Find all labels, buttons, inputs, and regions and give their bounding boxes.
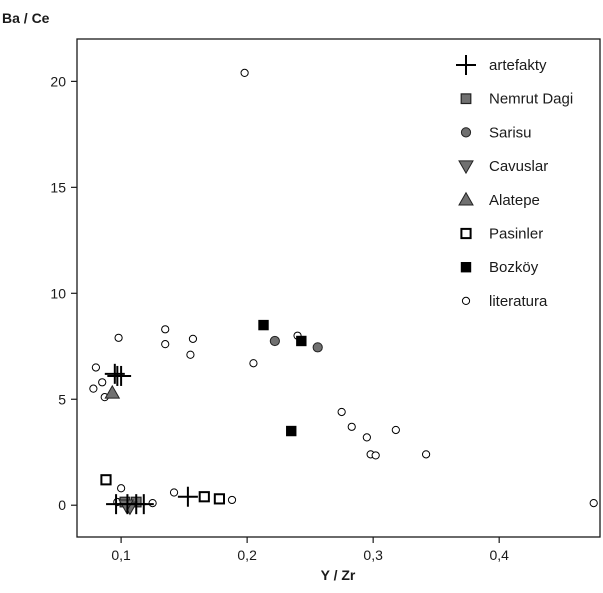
legend-label: Sarisu xyxy=(489,124,532,141)
data-point xyxy=(240,68,249,78)
data-point xyxy=(100,474,112,486)
data-point xyxy=(118,499,135,514)
data-point xyxy=(148,498,157,508)
x-axis-label: Y / Zr xyxy=(321,567,356,583)
legend-item-bozkoy: Bozköy xyxy=(460,259,539,276)
legend-item-artefakty: artefakty xyxy=(456,55,547,75)
series-sarisu xyxy=(269,335,323,353)
series-bozkoy xyxy=(258,319,307,437)
series-literatura xyxy=(89,68,598,508)
y-axis-ticks: 0 5 10 15 20 xyxy=(50,73,77,513)
legend-item-alatepe: Alatepe xyxy=(458,191,540,209)
data-point xyxy=(337,407,346,417)
legend-marker xyxy=(456,55,476,75)
series-artefakty xyxy=(104,363,198,515)
data-point xyxy=(371,451,380,460)
data-point xyxy=(589,498,598,508)
data-point xyxy=(133,494,154,515)
y-tick-label: 5 xyxy=(58,391,66,407)
legend-marker xyxy=(460,127,472,138)
y-tick-label: 0 xyxy=(58,497,66,513)
x-axis-ticks: 0,1 0,2 0,3 0,4 xyxy=(111,537,509,563)
data-point xyxy=(117,484,126,493)
data-point xyxy=(186,350,195,359)
data-point xyxy=(91,363,101,372)
legend-marker xyxy=(460,262,472,273)
legend-item-nemrut-dagi: Nemrut Dagi xyxy=(460,91,573,108)
data-point xyxy=(258,319,269,331)
y-axis-label: Ba / Ce xyxy=(2,10,50,26)
plot-frame xyxy=(76,38,601,538)
data-point xyxy=(161,340,170,349)
legend-label: Nemrut Dagi xyxy=(489,91,573,108)
legend-item-pasinler: Pasinler xyxy=(460,226,543,243)
data-point xyxy=(227,495,237,505)
legend-marker xyxy=(458,160,474,175)
legend-item-literatura: literatura xyxy=(461,293,548,310)
legend-marker xyxy=(458,191,474,206)
x-tick-label: 0,3 xyxy=(363,547,383,563)
data-points xyxy=(89,68,598,516)
data-point xyxy=(188,334,198,343)
y-tick-label: 10 xyxy=(50,285,66,301)
legend-marker xyxy=(460,227,472,240)
data-point xyxy=(89,384,98,393)
legend-marker xyxy=(460,93,472,105)
data-point xyxy=(104,384,121,399)
y-tick-label: 15 xyxy=(50,179,66,195)
x-tick-label: 0,4 xyxy=(489,547,509,563)
y-tick-label: 20 xyxy=(50,73,66,89)
data-point xyxy=(296,335,307,347)
data-point xyxy=(286,425,297,437)
legend: artefakty Nemrut Dagi Sarisu Cavuslar Alatep… xyxy=(456,55,573,310)
data-point xyxy=(391,425,400,435)
data-point xyxy=(421,450,431,459)
data-point xyxy=(169,488,179,497)
legend-item-sarisu: Sarisu xyxy=(460,124,532,141)
legend-item-cavuslar: Cavuslar xyxy=(458,158,548,175)
legend-label: artefakty xyxy=(489,57,547,74)
data-point xyxy=(114,333,123,342)
x-tick-label: 0,2 xyxy=(237,547,257,563)
legend-marker xyxy=(461,296,471,305)
data-point xyxy=(249,359,258,368)
legend-label: Bozköy xyxy=(489,259,539,276)
data-point xyxy=(161,325,170,334)
data-point xyxy=(213,493,226,505)
data-point xyxy=(111,365,132,386)
data-point xyxy=(269,335,280,347)
legend-label: Pasinler xyxy=(489,226,543,243)
legend-label: literatura xyxy=(489,293,548,310)
data-point xyxy=(347,422,356,431)
data-point xyxy=(177,486,198,507)
series-pasinler xyxy=(100,474,226,505)
data-point xyxy=(312,342,323,353)
data-point xyxy=(362,433,371,442)
x-tick-label: 0,1 xyxy=(111,547,131,563)
series-alatepe xyxy=(104,384,121,399)
legend-label: Alatepe xyxy=(489,192,540,209)
data-point xyxy=(198,491,210,503)
legend-label: Cavuslar xyxy=(489,158,548,175)
data-point xyxy=(98,378,107,387)
